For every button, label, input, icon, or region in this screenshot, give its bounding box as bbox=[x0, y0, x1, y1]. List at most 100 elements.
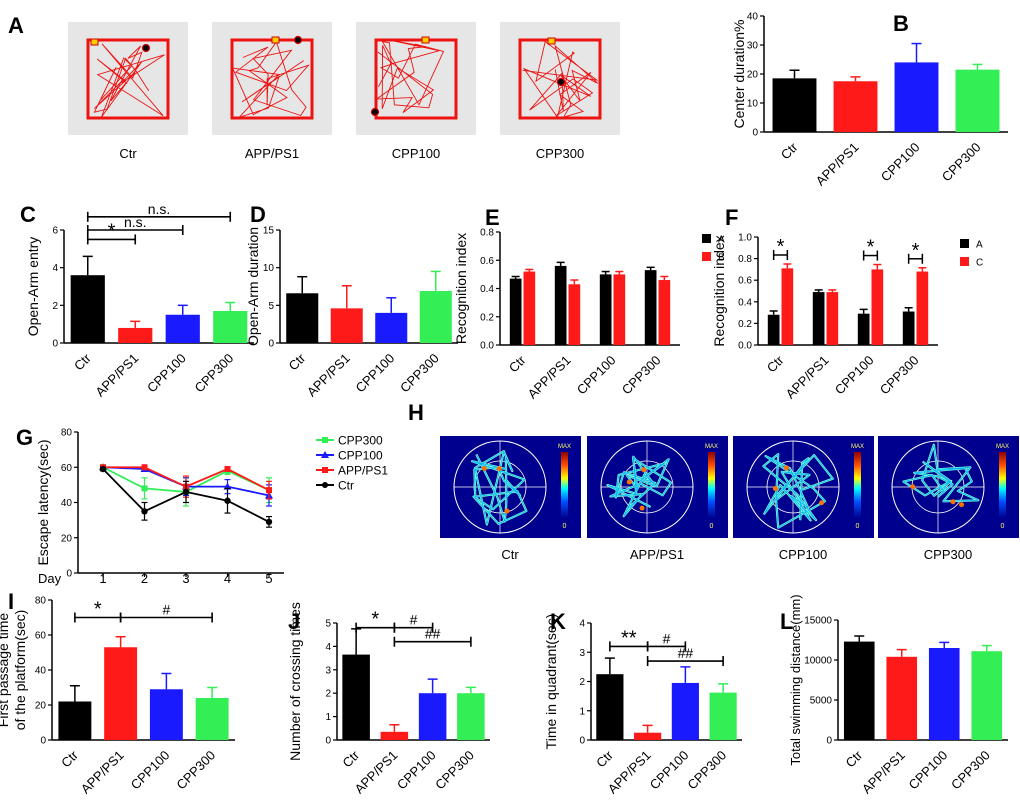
B-xtick-label: APP/PS1 bbox=[813, 140, 862, 189]
I-xtick-label: APP/PS1 bbox=[78, 748, 127, 797]
arena-wall-track bbox=[86, 38, 170, 120]
I-ytick-label: 20 bbox=[35, 701, 47, 712]
D-bar-CPP300 bbox=[419, 291, 452, 343]
F-bar-A-APP/PS1 bbox=[812, 292, 825, 345]
C-ytick-label: 4 bbox=[52, 263, 58, 274]
E-ytick-label: 0.2 bbox=[480, 312, 494, 323]
F-bar-C-Ctr bbox=[781, 268, 794, 345]
C-panel-letter: C bbox=[20, 202, 36, 227]
I-sig-label: # bbox=[162, 602, 170, 618]
J-sig-label: * bbox=[371, 609, 379, 631]
L-xtick-label: CPP300 bbox=[948, 748, 993, 793]
arena-wall-track bbox=[374, 38, 458, 120]
B-bar-CPP300 bbox=[955, 69, 1000, 132]
J-bar-APP/PS1 bbox=[380, 731, 409, 740]
D-bar-Ctr bbox=[286, 293, 319, 343]
F-bar-C-CPP100 bbox=[871, 269, 884, 345]
E-legend-label-A: A bbox=[718, 235, 725, 246]
start-marker bbox=[271, 36, 280, 44]
F-bar-C-CPP300 bbox=[916, 271, 929, 345]
F-xtick-label: CPP300 bbox=[877, 353, 922, 398]
F-bar-A-CPP100 bbox=[857, 313, 870, 345]
H-group-label: CPP100 bbox=[779, 547, 827, 562]
I-ylabel-line2: of the platform(sec) bbox=[12, 610, 28, 731]
G-legend-marker bbox=[322, 467, 328, 473]
B-ylabel: Center duration% bbox=[731, 20, 747, 129]
D-xtick-label: CPP300 bbox=[397, 351, 442, 396]
J-bar-Ctr bbox=[342, 654, 370, 740]
L-ylabel: Total swimming distance(mm) bbox=[788, 594, 803, 765]
G-xtick-label: 3 bbox=[182, 571, 189, 586]
I-bar-Ctr bbox=[58, 701, 92, 740]
C-xtick-label: Ctr bbox=[71, 350, 94, 373]
L-xtick-label: APP/PS1 bbox=[859, 748, 908, 797]
J-ytick-label: 5 bbox=[325, 619, 331, 630]
heat-hotspot bbox=[772, 486, 778, 492]
I-ytick-label: 80 bbox=[35, 596, 47, 607]
K-ylabel: Time in quadrant(sec) bbox=[543, 614, 559, 750]
F-ytick-label: 0.6 bbox=[738, 276, 752, 287]
G-legend-marker bbox=[322, 437, 328, 443]
F-ylabel: Recognition index bbox=[711, 235, 727, 346]
K-bar-Ctr bbox=[596, 674, 624, 740]
L-ytick-label: 5000 bbox=[810, 696, 833, 707]
E-xtick-label: APP/PS1 bbox=[525, 353, 574, 402]
swim-path-core bbox=[471, 450, 527, 525]
swim-path-core bbox=[902, 444, 979, 502]
heat-hotspot bbox=[910, 484, 916, 490]
L-bar-CPP300 bbox=[971, 651, 1003, 740]
D-panel-letter: D bbox=[250, 202, 266, 227]
B-ytick-label: 20 bbox=[747, 70, 759, 81]
I-xtick-label: Ctr bbox=[58, 747, 81, 770]
A-group-label: CPP100 bbox=[392, 146, 440, 161]
colorbar-max-label: MAX bbox=[705, 444, 718, 450]
B-bar-Ctr bbox=[772, 78, 817, 132]
G-xlabel: Day bbox=[38, 571, 62, 586]
G-xtick-label: 4 bbox=[224, 571, 231, 586]
J-xtick-label: CPP100 bbox=[394, 748, 439, 793]
D-ytick-label: 10 bbox=[263, 263, 275, 274]
C-xtick-label: APP/PS1 bbox=[92, 351, 141, 400]
G-xtick-label: 1 bbox=[99, 571, 106, 586]
end-marker bbox=[556, 77, 566, 87]
C-xtick-label: CPP100 bbox=[144, 351, 189, 396]
swim-path-core bbox=[607, 455, 672, 517]
heatmap-colorbar bbox=[708, 452, 715, 518]
G-legend-label-CPP100: CPP100 bbox=[338, 449, 383, 463]
B-panel-letter: B bbox=[893, 11, 909, 36]
G-ylabel: Escape latency(sec) bbox=[35, 439, 51, 565]
end-marker bbox=[370, 107, 380, 117]
heat-hotspot bbox=[959, 502, 965, 508]
K-bar-CPP300 bbox=[709, 692, 737, 740]
heat-hotspot bbox=[819, 500, 825, 506]
colorbar-min-label: 0 bbox=[1001, 523, 1005, 530]
movement-track bbox=[231, 40, 310, 119]
F-sig-label: * bbox=[912, 240, 920, 262]
J-sig-label: # bbox=[410, 612, 418, 628]
J-xtick-label: Ctr bbox=[339, 747, 362, 770]
B-xtick-label: Ctr bbox=[778, 139, 801, 162]
G-point-Ctr bbox=[182, 488, 190, 496]
J-sig-label: ## bbox=[425, 626, 441, 642]
C-xtick-label: CPP300 bbox=[192, 351, 237, 396]
D-ytick-label: 5 bbox=[268, 301, 274, 312]
H-panel-letter: H bbox=[408, 400, 424, 425]
J-ytick-label: 2 bbox=[325, 689, 331, 700]
J-ytick-label: 3 bbox=[325, 665, 331, 676]
heat-hotspot bbox=[481, 465, 487, 471]
E-ytick-label: 0.4 bbox=[480, 284, 494, 295]
F-ytick-label: 0.4 bbox=[738, 297, 752, 308]
heat-hotspot bbox=[626, 479, 632, 485]
F-xtick-label: CPP100 bbox=[832, 353, 877, 398]
E-bar-A-CPP300 bbox=[644, 270, 657, 345]
heatmap-colorbar bbox=[854, 452, 861, 518]
I-panel-letter: I bbox=[8, 589, 14, 614]
G-panel-letter: G bbox=[16, 425, 33, 450]
I-ytick-label: 60 bbox=[35, 631, 47, 642]
G-ytick-label: 60 bbox=[61, 463, 73, 474]
E-bar-A-CPP100 bbox=[599, 274, 612, 345]
F-sig-label: * bbox=[867, 237, 875, 259]
I-ylabel-line1: First passage time bbox=[0, 613, 11, 728]
F-ytick-label: 0.0 bbox=[738, 341, 752, 352]
